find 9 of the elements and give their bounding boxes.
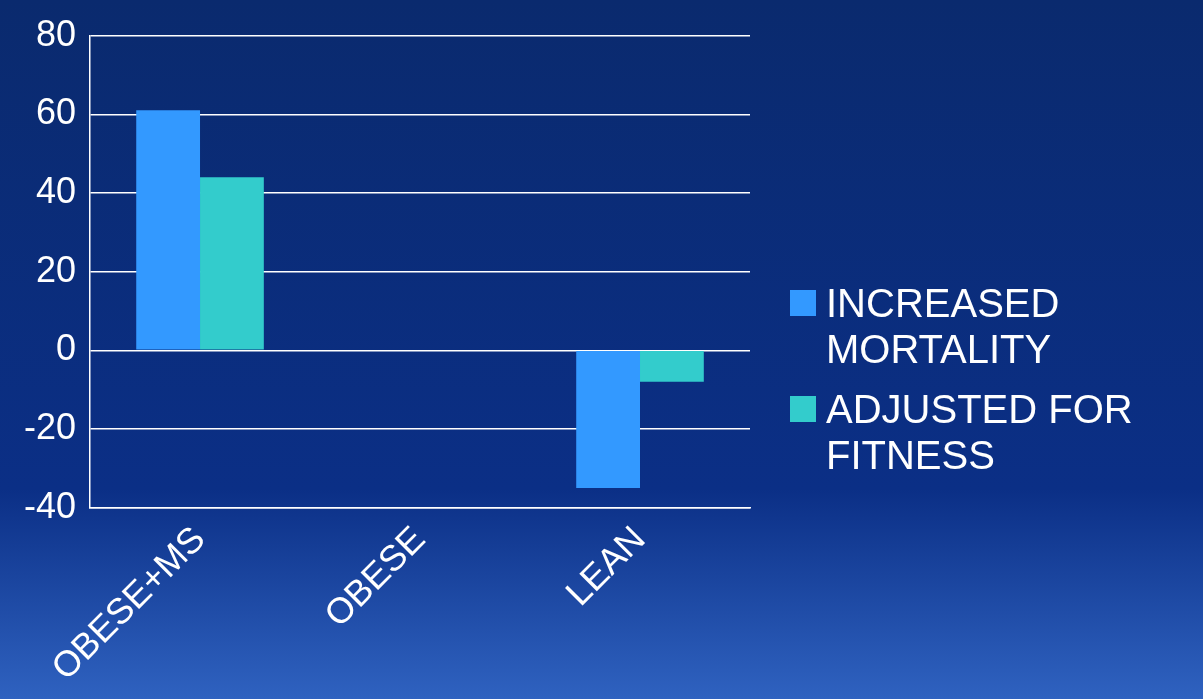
legend-label: ADJUSTED FOR FITNESS: [826, 386, 1134, 478]
y-tick-label: -40: [24, 484, 77, 526]
y-tick-label: 60: [35, 91, 77, 133]
y-tick-label: 20: [35, 248, 77, 290]
legend-label: INCREASED MORTALITY: [826, 280, 1061, 372]
y-tick-label: 0: [56, 327, 77, 369]
y-tick-label: 40: [35, 169, 77, 211]
y-tick-label: -20: [24, 405, 77, 447]
y-tick-label: 80: [35, 12, 77, 54]
